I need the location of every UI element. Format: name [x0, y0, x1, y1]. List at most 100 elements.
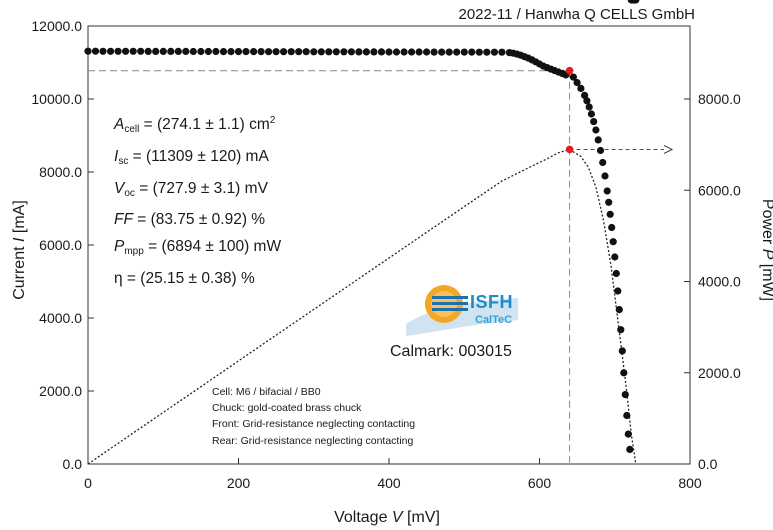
iv-series: [84, 0, 640, 453]
iv-data-point: [475, 48, 483, 56]
parameter-list: Acell = (274.1 ± 1.1) cm2 Isc = (11309 ±…: [114, 108, 281, 293]
y-tick-label: 6000.0: [39, 237, 82, 253]
iv-data-point: [601, 172, 609, 180]
param-v-oc: Voc = (727.9 ± 3.1) mV: [114, 179, 268, 199]
measurement-info: Cell: M6 / bifacial / BB0 Chuck: gold-co…: [212, 384, 415, 449]
iv-data-point: [234, 48, 243, 56]
iv-data-point: [453, 48, 461, 56]
iv-data-point: [599, 158, 607, 167]
x-tick-label: 800: [678, 475, 702, 491]
iv-data-point: [182, 47, 190, 56]
arrow-right-icon: [663, 145, 674, 154]
iv-data-point: [144, 47, 152, 56]
param-eta: η = (25.15 ± 0.38) %: [114, 269, 255, 287]
logo-subtitle: CalTeC: [475, 314, 513, 326]
iv-data-point: [611, 253, 619, 261]
calmark-label: Calmark: 003015: [390, 343, 512, 360]
iv-data-point: [347, 48, 355, 56]
iv-data-point: [400, 48, 408, 56]
param-ff: FF = (83.75 ± 0.92) %: [114, 211, 266, 229]
mpp-power-marker: [565, 145, 574, 154]
info-chuck: Chuck: gold-coated brass chuck: [212, 402, 362, 415]
iv-data-point: [265, 48, 273, 56]
iv-data-point: [385, 48, 393, 56]
iv-data-point: [287, 48, 295, 56]
y2-tick-label: 4000.0: [698, 274, 741, 290]
iv-data-point: [430, 48, 438, 56]
iv-data-point: [594, 136, 602, 144]
iv-data-point: [370, 48, 378, 56]
iv-data-point: [325, 48, 333, 56]
iv-data-point: [618, 347, 626, 355]
iv-data-point: [498, 48, 506, 56]
iv-data-point: [423, 48, 431, 56]
iv-data-point: [583, 97, 591, 105]
y2-axis-title: Power P [mW]: [759, 199, 773, 301]
y-tick-label: 0.0: [63, 456, 83, 472]
iv-data-point: [212, 47, 220, 56]
iv-data-point: [189, 47, 197, 56]
iv-data-point: [362, 48, 370, 56]
iv-data-point: [197, 47, 205, 56]
logo-wordmark: ISFH: [470, 292, 514, 312]
y-tick-label: 12000.0: [31, 18, 82, 34]
iv-data-point: [317, 48, 325, 56]
iv-data-point: [174, 47, 182, 56]
x-tick-label: 200: [227, 475, 251, 491]
y2-tick-label: 6000.0: [698, 182, 741, 198]
iv-data-point: [626, 445, 634, 453]
iv-data-point: [250, 48, 258, 56]
param-a-cell: Acell = (274.1 ± 1.1) cm2: [114, 115, 276, 135]
iv-data-point: [377, 48, 386, 56]
iv-data-point: [91, 47, 100, 55]
x-tick-label: 0: [84, 475, 92, 491]
y-axis-title: Current I [mA]: [11, 200, 28, 300]
y-tick-label: 10000.0: [31, 91, 82, 107]
iv-data-point: [612, 269, 620, 278]
mpp-current-marker: [565, 66, 574, 75]
isfh-logo-icon: [406, 285, 518, 336]
iv-data-point: [596, 146, 605, 155]
y2-tick-label: 2000.0: [698, 365, 741, 381]
iv-data-point: [603, 187, 611, 195]
iv-data-point: [621, 391, 629, 399]
iv-data-point: [438, 48, 446, 56]
param-i-sc: Isc = (11309 ± 120) mA: [114, 147, 269, 167]
iv-data-point: [581, 91, 589, 99]
iv-data-point: [355, 48, 363, 56]
iv-data-point: [295, 48, 303, 56]
param-p-mpp: Pmpp = (6894 ± 100) mW: [114, 238, 282, 258]
iv-data-point: [617, 326, 625, 334]
iv-data-point: [468, 48, 476, 56]
iv-data-point: [608, 223, 616, 232]
iv-data-point: [280, 48, 288, 56]
iv-data-point: [606, 210, 614, 218]
tick-labels: 0 200 400 600 8000.02000.04000.06000.08000.0…: [31, 18, 741, 491]
iv-data-point: [632, 0, 640, 4]
iv-data-point: [340, 48, 348, 56]
info-front: Front: Grid-resistance neglecting contac…: [212, 418, 416, 431]
iv-data-point: [569, 73, 578, 81]
power-series: [87, 148, 637, 465]
iv-data-point: [302, 48, 310, 56]
chart-axes: [87, 25, 691, 465]
iv-data-point: [242, 48, 250, 56]
iv-data-point: [624, 430, 632, 438]
iv-data-point: [392, 48, 401, 56]
chart-header: 2022-11 / Hanwha Q CELLS GmbH: [458, 6, 695, 23]
info-cell: Cell: M6 / bifacial / BB0: [212, 386, 321, 398]
iv-data-point: [219, 48, 228, 56]
x-tick-label: 400: [377, 475, 401, 491]
iv-data-point: [332, 48, 340, 56]
x-tick-label: 600: [528, 475, 552, 491]
iv-data-point: [623, 411, 631, 420]
iv-data-point: [460, 48, 468, 56]
y-tick-label: 8000.0: [39, 164, 82, 180]
iv-data-point: [592, 126, 600, 134]
iv-data-point: [408, 48, 416, 56]
iv-data-point: [99, 47, 107, 55]
iv-data-point: [605, 198, 613, 206]
iv-data-point: [107, 47, 115, 55]
iv-data-point: [415, 48, 423, 56]
